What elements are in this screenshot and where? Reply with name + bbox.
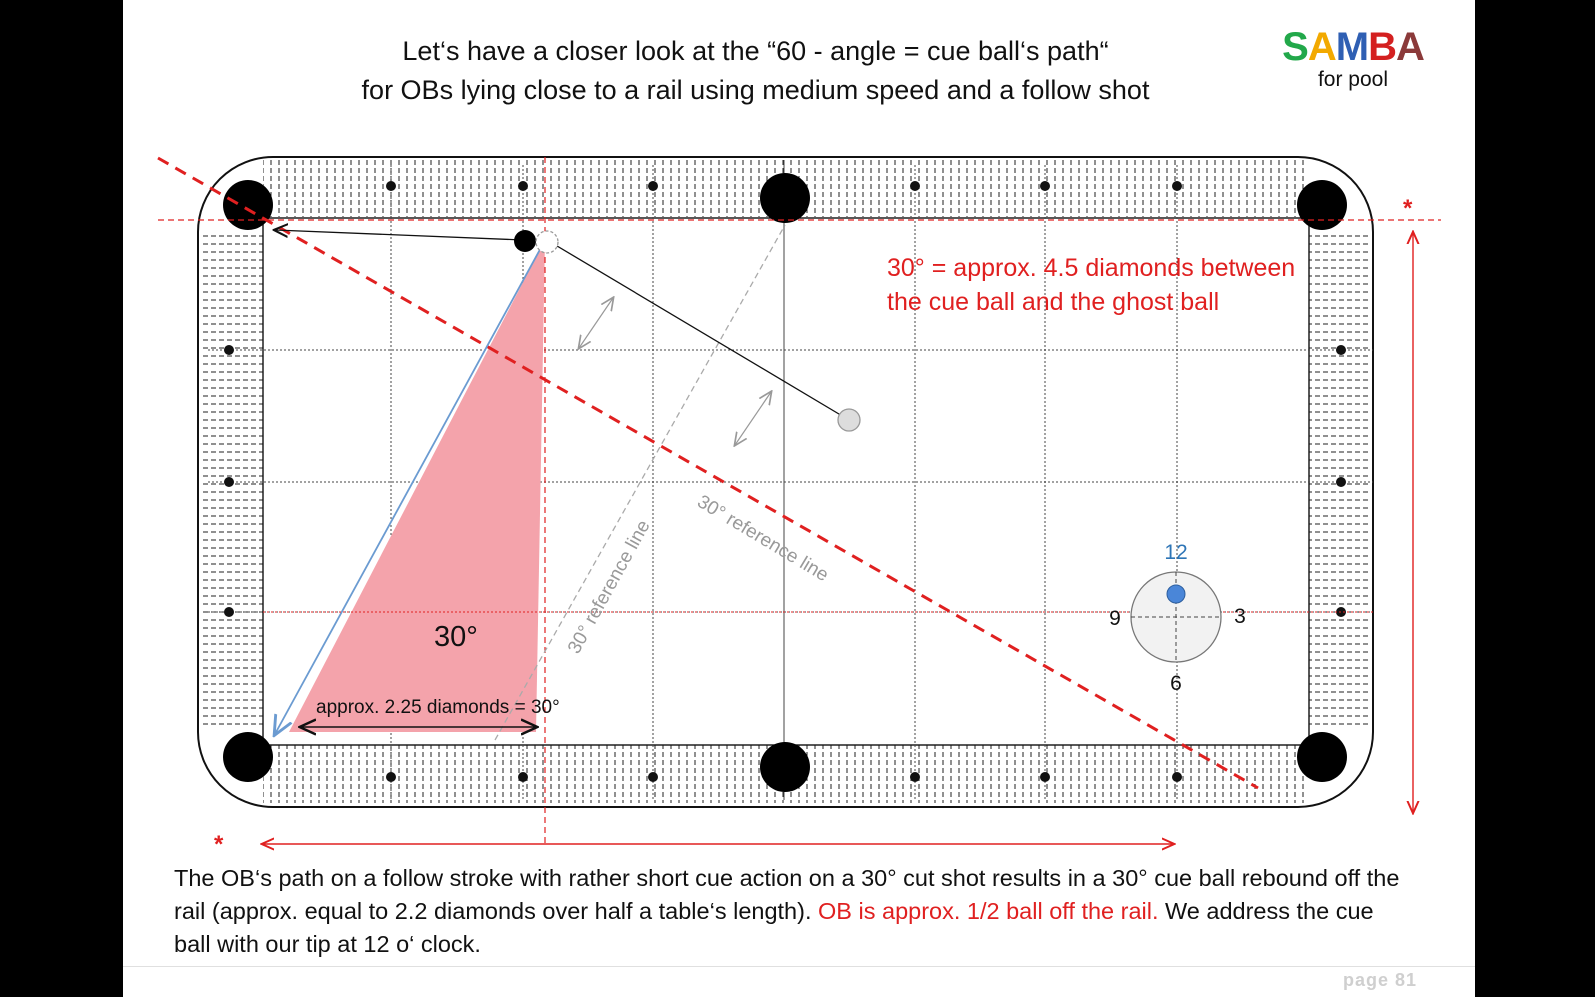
footer-text-red: OB is approx. 1/2 ball off the rail. (818, 898, 1159, 924)
pocket-top-right (1297, 180, 1347, 230)
logo-letter: A (1307, 25, 1337, 69)
slide-page: Let‘s have a closer look at the “60 - an… (123, 0, 1475, 997)
aim-line (275, 243, 544, 734)
gray-reference-line (494, 224, 786, 741)
approx-label: approx. 2.25 diamonds = 30° (316, 697, 560, 718)
cue-ball (837, 408, 861, 432)
ghost-ball (535, 230, 559, 254)
logo-letter: S (1282, 25, 1309, 69)
angle-label: 30° (434, 621, 478, 653)
angle-triangle (289, 240, 545, 732)
logo-word: SAMBA (1263, 24, 1443, 70)
title-line-2: for OBs lying close to a rail using medi… (361, 75, 1150, 105)
samba-logo: SAMBA for pool (1263, 24, 1443, 92)
logo-subtitle: for pool (1317, 68, 1389, 91)
tip-position-dot (1166, 584, 1186, 604)
pocket-top-middle (760, 173, 810, 223)
thirty-degree-red-line (157, 156, 1259, 790)
pocket-bottom-right (1297, 732, 1347, 782)
red-note-line-1: 30° = approx. 4.5 diamonds between (887, 254, 1295, 282)
pocket-top-left (223, 180, 273, 230)
page-divider (123, 966, 1475, 967)
pool-table-diagram: 12 3 6 9 30° approx. 2.25 diamonds = 30°… (157, 156, 1441, 858)
logo-letter: M (1335, 25, 1369, 69)
clock-label-3: 3 (1234, 605, 1246, 628)
pockets (223, 173, 1347, 792)
diamonds (224, 181, 1346, 782)
logo-letter: B (1368, 25, 1397, 69)
clock-label-6: 6 (1170, 672, 1182, 695)
object-ball (514, 230, 536, 252)
gray-arrow-2 (735, 392, 771, 445)
page-number: page 81 (1342, 970, 1417, 990)
footer-caption: The OB‘s path on a follow stroke with ra… (174, 862, 1404, 961)
footer-text-2: We address the cue ball with our tip at … (174, 898, 1374, 957)
cue-ball-path (546, 239, 850, 421)
pocket-bottom-middle (760, 742, 810, 792)
asterisk-left: * (214, 831, 224, 858)
cue-tip-clock (1130, 571, 1222, 663)
title-line-1: Let‘s have a closer look at the “60 - an… (402, 36, 1109, 66)
clock-label-9: 9 (1109, 607, 1121, 630)
table-grid (208, 165, 1373, 800)
red-note-line-2: the cue ball and the ghost ball (887, 288, 1219, 316)
gray-arrow-1 (579, 298, 613, 348)
pocket-bottom-left (223, 732, 273, 782)
footer-text-1: The OB‘s path on a follow stroke with ra… (174, 865, 1400, 924)
object-ball-path (275, 230, 524, 241)
asterisk-right: * (1403, 195, 1413, 222)
clock-label-12: 12 (1164, 541, 1187, 564)
logo-letter: A (1395, 25, 1425, 69)
